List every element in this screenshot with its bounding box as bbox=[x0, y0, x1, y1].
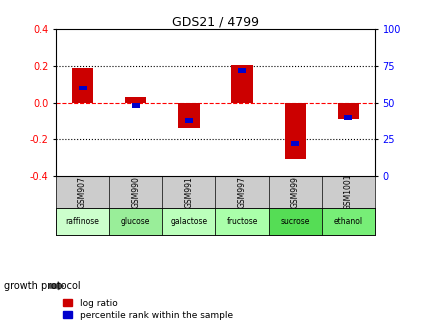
Bar bbox=[178, 103, 199, 128]
Bar bbox=[132, 103, 139, 108]
Text: ethanol: ethanol bbox=[333, 217, 362, 226]
Bar bbox=[231, 65, 252, 103]
Text: GSM1001: GSM1001 bbox=[343, 174, 352, 210]
Bar bbox=[72, 68, 93, 103]
Text: GSM990: GSM990 bbox=[131, 176, 140, 208]
Bar bbox=[237, 68, 246, 73]
Text: fructose: fructose bbox=[226, 217, 257, 226]
Text: GSM991: GSM991 bbox=[184, 176, 193, 208]
Legend: log ratio, percentile rank within the sample: log ratio, percentile rank within the sa… bbox=[60, 296, 235, 322]
Text: raffinose: raffinose bbox=[65, 217, 99, 226]
Bar bbox=[291, 141, 298, 146]
Bar bbox=[184, 118, 193, 123]
Text: galactose: galactose bbox=[170, 217, 207, 226]
Text: GSM997: GSM997 bbox=[237, 176, 246, 208]
Text: GSM907: GSM907 bbox=[78, 176, 87, 208]
FancyBboxPatch shape bbox=[56, 208, 109, 235]
Bar bbox=[125, 97, 146, 103]
FancyBboxPatch shape bbox=[215, 208, 268, 235]
Text: GSM999: GSM999 bbox=[290, 176, 299, 208]
FancyBboxPatch shape bbox=[109, 208, 162, 235]
FancyBboxPatch shape bbox=[268, 208, 321, 235]
Text: glucose: glucose bbox=[121, 217, 150, 226]
Bar bbox=[78, 86, 86, 90]
Bar bbox=[344, 115, 352, 120]
Bar bbox=[284, 103, 305, 159]
Bar bbox=[337, 103, 358, 119]
Title: GDS21 / 4799: GDS21 / 4799 bbox=[172, 15, 258, 28]
Text: growth protocol: growth protocol bbox=[4, 281, 81, 291]
FancyBboxPatch shape bbox=[321, 208, 374, 235]
Text: sucrose: sucrose bbox=[280, 217, 309, 226]
FancyBboxPatch shape bbox=[162, 208, 215, 235]
